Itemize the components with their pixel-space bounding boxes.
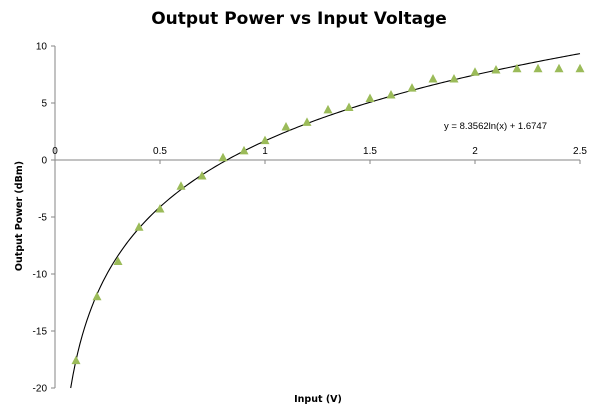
y-tick-label: -20: [33, 384, 48, 395]
data-point: [71, 355, 81, 365]
y-tick-label: -5: [38, 213, 47, 224]
plot-area: [54, 46, 580, 388]
y-tick-label: -10: [33, 270, 48, 281]
x-tick-label: 1: [262, 146, 268, 157]
data-point: [155, 204, 165, 213]
data-point: [407, 83, 417, 92]
data-point: [449, 74, 459, 83]
x-tick-label: 0.5: [153, 146, 167, 157]
trendline: [70, 53, 581, 389]
data-point: [197, 170, 207, 180]
data-point: [302, 117, 312, 126]
data-point: [344, 102, 354, 112]
data-point: [365, 93, 375, 102]
x-tick-label: 1.5: [363, 146, 377, 157]
data-point: [386, 90, 396, 99]
data-point: [323, 104, 333, 114]
x-axis-ticks: 0 0.5 1 1.5 2 2.5: [52, 146, 587, 164]
data-point: [575, 63, 585, 73]
trendline-equation: y = 8.3562ln(x) + 1.6747: [444, 121, 547, 132]
data-point: [428, 74, 438, 83]
x-tick-label: 2.5: [573, 146, 587, 157]
data-point: [260, 135, 270, 145]
data-point: [113, 256, 123, 265]
data-point: [512, 63, 522, 73]
x-tick-label: 0: [52, 146, 58, 157]
data-point: [134, 222, 144, 231]
y-tick-label: 5: [41, 99, 47, 110]
y-axis-label: Output Power (dBm): [14, 161, 25, 271]
y-axis-ticks: 10 5 0 -5 -10 -15 -20: [33, 42, 55, 395]
y-tick-label: 10: [36, 42, 48, 53]
y-tick-label: 0: [41, 156, 47, 167]
data-point: [218, 152, 228, 162]
x-tick-label: 2: [472, 146, 478, 157]
data-point: [92, 291, 102, 301]
data-point: [176, 181, 186, 190]
data-point: [281, 121, 291, 131]
data-point: [239, 145, 249, 155]
chart-title: Output Power vs Input Voltage: [151, 9, 447, 29]
data-point: [491, 64, 501, 74]
data-point: [470, 67, 480, 76]
data-point: [554, 63, 564, 73]
data-point: [533, 63, 543, 73]
y-tick-label: -15: [33, 327, 48, 338]
x-axis-label: Input (V): [294, 394, 342, 405]
data-points: [71, 63, 585, 365]
